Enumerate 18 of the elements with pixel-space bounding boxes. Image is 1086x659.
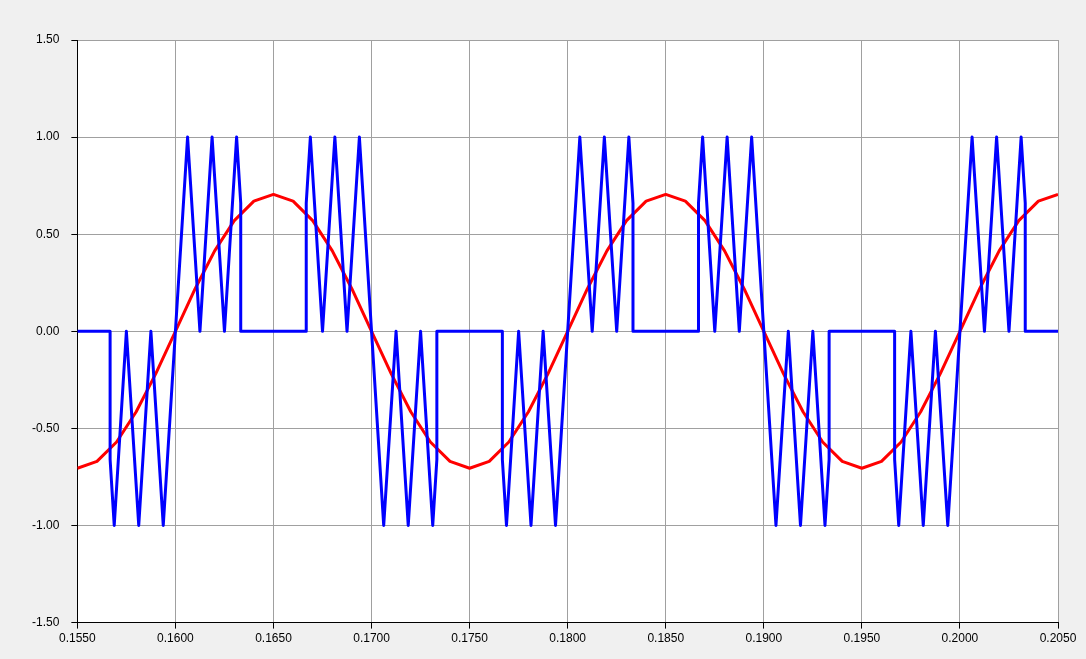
x-tick-label: 0.1700: [353, 631, 391, 646]
x-tick-label: 0.1900: [745, 631, 783, 646]
x-tick-label: 0.1600: [157, 631, 195, 646]
x-tick-label: 0.2050: [1039, 631, 1077, 646]
y-tick-label: 0.00: [35, 323, 60, 338]
x-tick-label: 0.1750: [451, 631, 489, 646]
x-tick-label: 0.1650: [255, 631, 293, 646]
x-tick-label: 0.1550: [59, 631, 97, 646]
x-tick-label: 0.1950: [843, 631, 881, 646]
y-tick-label: -1.00: [31, 517, 60, 532]
x-tick-label: 0.1850: [647, 631, 685, 646]
y-tick-label: 1.50: [35, 32, 60, 47]
x-tick-label: 0.2000: [941, 631, 979, 646]
y-tick-label: 1.00: [35, 129, 60, 144]
x-tick-label: 0.1800: [549, 631, 587, 646]
y-tick-label: 0.50: [35, 226, 60, 241]
y-tick-label: -1.50: [31, 614, 60, 629]
y-tick-label: -0.50: [31, 420, 60, 435]
